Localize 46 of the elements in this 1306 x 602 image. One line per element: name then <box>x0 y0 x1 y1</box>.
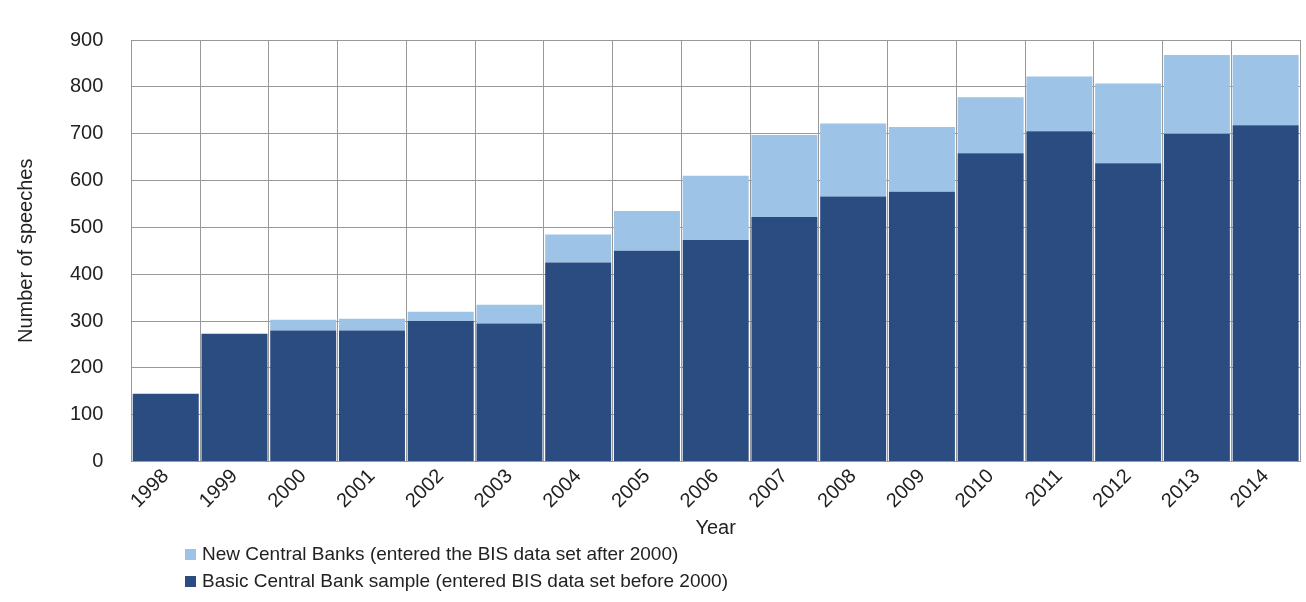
bar <box>888 191 955 462</box>
y-axis-title: Number of speeches <box>13 158 36 344</box>
y-tick-label: 0 <box>92 449 104 472</box>
y-tick-label: 200 <box>69 355 104 378</box>
bar <box>132 393 199 462</box>
y-tick-label: 400 <box>69 261 104 284</box>
bar <box>751 217 818 462</box>
bar <box>820 123 887 197</box>
y-tick-label: 300 <box>69 308 104 331</box>
bar <box>407 311 474 322</box>
bar <box>1163 133 1230 462</box>
bar <box>545 234 612 263</box>
bar <box>1095 163 1162 462</box>
bar <box>1163 54 1230 134</box>
bar <box>1026 131 1093 462</box>
bar <box>476 323 543 462</box>
y-tick-label: 100 <box>69 402 104 425</box>
y-tick-label: 800 <box>69 74 104 97</box>
bar <box>1232 54 1299 126</box>
bar <box>682 175 749 241</box>
x-axis-title: Year <box>695 515 737 538</box>
bar <box>338 318 405 331</box>
bar <box>957 153 1024 462</box>
y-tick-label: 500 <box>69 214 104 237</box>
bar <box>1232 125 1299 462</box>
bar <box>545 262 612 462</box>
bar <box>407 321 474 462</box>
bar <box>613 210 680 251</box>
bar <box>338 330 405 462</box>
y-tick-label: 700 <box>69 121 104 144</box>
bar <box>888 127 955 192</box>
bar <box>957 97 1024 154</box>
bar <box>476 304 543 324</box>
bar <box>201 333 268 462</box>
legend-label: New Central Banks (entered the BIS data set after 2000) <box>201 542 680 566</box>
bar <box>270 319 337 331</box>
bar <box>751 135 818 218</box>
bar <box>270 330 337 462</box>
bar <box>820 196 887 462</box>
bar <box>613 250 680 462</box>
bar <box>1095 83 1162 164</box>
bar <box>682 240 749 462</box>
legend-label: Basic Central Bank sample (entered BIS data set before 2000) <box>201 569 728 593</box>
y-tick-label: 900 <box>69 27 104 50</box>
y-tick-label: 600 <box>69 168 104 191</box>
bar <box>1026 76 1093 132</box>
